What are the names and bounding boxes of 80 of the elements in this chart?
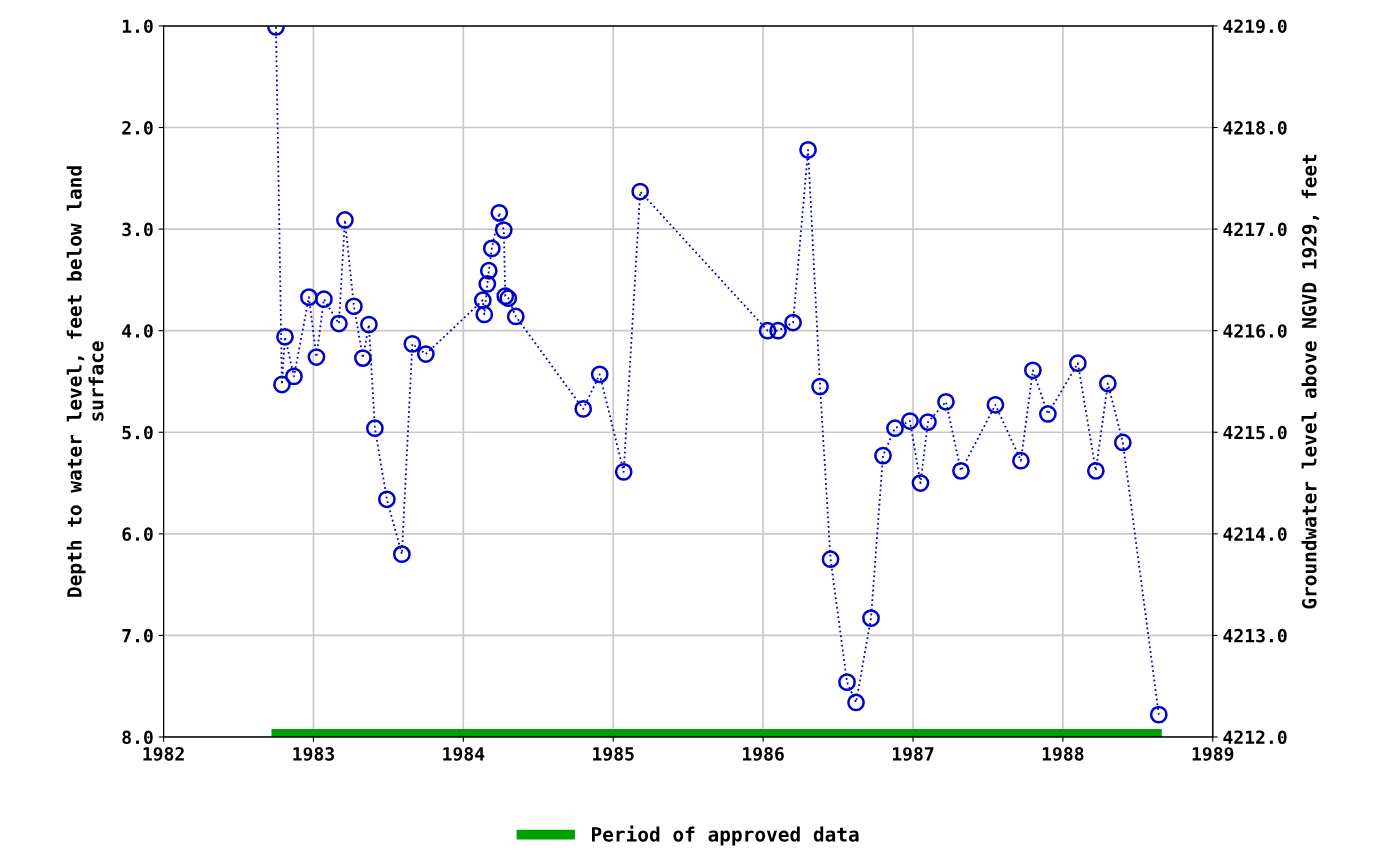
- point: [1086, 461, 1105, 480]
- point: [1068, 354, 1087, 373]
- x-tick-label: 1984: [443, 747, 485, 761]
- y-tick-label: 1.0: [122, 19, 153, 34]
- point: [482, 239, 501, 258]
- point: [590, 365, 609, 384]
- point: [631, 182, 650, 201]
- point: [478, 275, 497, 293]
- point: [479, 261, 498, 280]
- x-tick-label: 1982: [143, 747, 184, 761]
- point: [901, 412, 919, 430]
- point: [354, 349, 372, 367]
- point: [919, 413, 937, 431]
- y2-tick-label: 4216.0: [1223, 324, 1287, 338]
- point: [377, 490, 396, 509]
- point: [1149, 705, 1168, 724]
- point: [952, 461, 970, 480]
- point: [614, 462, 633, 481]
- point: [300, 288, 318, 307]
- point: [336, 211, 354, 229]
- y-tick-label: 6.0: [122, 527, 153, 541]
- point: [473, 291, 492, 310]
- point: [285, 367, 303, 386]
- point: [1098, 374, 1117, 393]
- point: [1038, 405, 1057, 423]
- point: [911, 474, 930, 492]
- y-tick-label: 8.0: [122, 730, 153, 745]
- point: [784, 313, 802, 332]
- x-tick-label: 1988: [1042, 747, 1084, 761]
- point: [1024, 361, 1042, 380]
- y2-tick-label: 4213.0: [1223, 628, 1287, 643]
- x-tick-label: 1989: [1192, 747, 1234, 761]
- point: [886, 419, 904, 438]
- point: [403, 334, 422, 353]
- point: [1113, 433, 1132, 452]
- y-tick-label: 3.0: [122, 222, 153, 237]
- x-tick-label: 1983: [293, 747, 334, 761]
- y2-tick-label: 4214.0: [1223, 527, 1287, 541]
- point: [799, 140, 817, 159]
- point: [574, 400, 593, 418]
- point: [1012, 451, 1030, 470]
- point: [416, 345, 435, 363]
- point: [307, 348, 326, 366]
- y-tick-label: 2.0: [122, 120, 153, 135]
- point: [838, 673, 856, 692]
- x-tick-label: 1986: [743, 747, 784, 761]
- point: [847, 693, 865, 712]
- point: [862, 609, 880, 628]
- point: [874, 446, 892, 465]
- point: [490, 203, 509, 222]
- point: [315, 290, 333, 309]
- point: [821, 550, 840, 569]
- y-tick-label: 4.0: [122, 324, 153, 338]
- point: [273, 375, 291, 394]
- point: [330, 314, 348, 333]
- point: [937, 392, 955, 411]
- x-tick-label: 1987: [892, 747, 934, 761]
- point: [345, 297, 363, 316]
- x-tick-label: 1985: [593, 747, 634, 761]
- point: [769, 321, 787, 340]
- y-tick-label: 7.0: [122, 628, 153, 643]
- y-tick-label: 5.0: [122, 425, 153, 440]
- point: [276, 327, 294, 346]
- y2-tick-label: 4212.0: [1223, 730, 1287, 745]
- y2-tick-label: 4215.0: [1223, 425, 1287, 440]
- legend-label: Period of approved data: [592, 825, 859, 846]
- point: [475, 305, 494, 324]
- point: [811, 377, 829, 396]
- y2-tick-label: 4219.0: [1223, 19, 1287, 34]
- point: [494, 221, 513, 240]
- y2-axis-title: Groundwater level above NGVD 1929, feet: [1301, 154, 1320, 609]
- point: [986, 395, 1005, 414]
- point: [392, 545, 411, 564]
- y2-tick-label: 4217.0: [1223, 222, 1287, 237]
- point: [758, 321, 777, 340]
- point: [366, 419, 384, 438]
- point: [506, 307, 525, 326]
- y2-tick-label: 4218.0: [1223, 120, 1287, 135]
- y-axis-title: Depth to water level, feet below land surface: [66, 166, 104, 597]
- point: [360, 315, 378, 334]
